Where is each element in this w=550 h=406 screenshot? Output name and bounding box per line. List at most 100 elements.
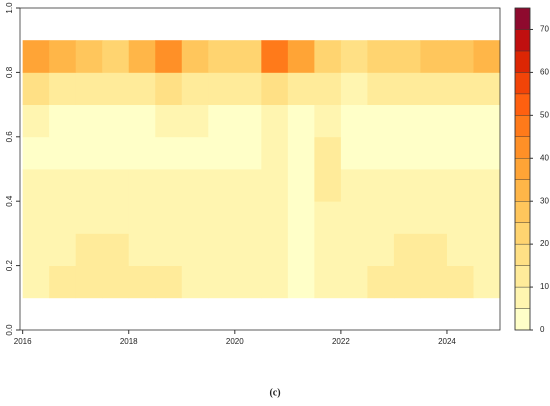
- heat-cell: [446, 136, 474, 170]
- heat-cell: [287, 201, 315, 234]
- heat-cell: [22, 136, 50, 170]
- heat-cell: [102, 136, 130, 170]
- heat-cell: [181, 136, 209, 170]
- x-tick-label: 2024: [438, 337, 456, 346]
- heat-cell: [393, 169, 421, 202]
- heat-cell: [128, 265, 156, 299]
- heat-cell: [314, 233, 342, 266]
- heat-cell: [128, 233, 156, 266]
- heat-cell: [128, 40, 156, 73]
- heat-cell: [367, 201, 395, 234]
- colorbar-segment: [514, 93, 531, 116]
- heat-cell: [367, 265, 395, 299]
- heat-cell: [340, 40, 368, 73]
- heat-cell: [208, 104, 236, 138]
- colorbar-segment: [514, 222, 531, 245]
- heat-cell: [340, 201, 368, 234]
- colorbar-segment: [514, 286, 531, 309]
- heat-cell: [367, 104, 395, 138]
- heat-cell: [155, 136, 183, 170]
- heat-cell: [234, 40, 262, 73]
- heat-cell: [420, 265, 448, 299]
- colorbar-tick-label: 30: [540, 196, 549, 205]
- heat-cell: [155, 72, 183, 105]
- heat-cell: [49, 265, 77, 299]
- colorbar-segment: [514, 308, 531, 331]
- heat-cell: [314, 72, 342, 105]
- heat-cell: [314, 201, 342, 234]
- heat-cell: [208, 72, 236, 105]
- heat-cell: [393, 265, 421, 299]
- heat-cell: [75, 72, 103, 105]
- heat-cell: [446, 169, 474, 202]
- heat-cell: [393, 136, 421, 170]
- heat-cell: [473, 233, 501, 266]
- heat-cell: [287, 40, 315, 73]
- heat-cell: [287, 233, 315, 266]
- heat-cell: [287, 72, 315, 105]
- colorbar-segment: [514, 7, 531, 30]
- heat-cell: [181, 233, 209, 266]
- heat-cell: [420, 169, 448, 202]
- colorbar-segment: [514, 243, 531, 266]
- heat-cell: [49, 201, 77, 234]
- y-tick-label: 0.6: [5, 131, 14, 143]
- heat-cell: [287, 265, 315, 299]
- heat-cell: [155, 169, 183, 202]
- colorbar-tick-label: 50: [540, 110, 549, 119]
- heat-cell: [22, 72, 50, 105]
- colorbar-frame: [514, 7, 531, 331]
- heat-cell: [261, 40, 289, 73]
- heat-cell: [420, 136, 448, 170]
- y-tick-label: 1.0: [5, 2, 14, 14]
- heat-cell: [261, 104, 289, 138]
- heat-cell: [75, 265, 103, 299]
- heat-cell: [181, 40, 209, 73]
- heat-cell: [393, 233, 421, 266]
- heat-cell: [128, 136, 156, 170]
- heat-cell: [446, 40, 474, 73]
- heat-cell: [473, 169, 501, 202]
- heat-cell: [181, 169, 209, 202]
- heat-cell: [181, 72, 209, 105]
- colorbar-tick-label: 60: [540, 68, 549, 77]
- heat-cell: [473, 72, 501, 105]
- heat-cell: [49, 72, 77, 105]
- heat-cell: [208, 136, 236, 170]
- heat-cell: [314, 136, 342, 170]
- heat-cell: [181, 104, 209, 138]
- heat-cell: [340, 169, 368, 202]
- heat-cell: [208, 169, 236, 202]
- colorbar-segment: [514, 179, 531, 202]
- heat-cell: [208, 233, 236, 266]
- heat-cell: [181, 265, 209, 299]
- heat-cell: [234, 265, 262, 299]
- heat-cell: [473, 201, 501, 234]
- heat-cell: [102, 169, 130, 202]
- heat-cell: [261, 72, 289, 105]
- heat-cell: [367, 40, 395, 73]
- heat-cell: [340, 104, 368, 138]
- heat-cell: [420, 104, 448, 138]
- heat-cell: [102, 201, 130, 234]
- heat-cell: [234, 233, 262, 266]
- caption: (c): [269, 387, 280, 398]
- heat-cell: [128, 72, 156, 105]
- heat-cell: [287, 169, 315, 202]
- heat-cell: [314, 104, 342, 138]
- colorbar-segment: [514, 50, 531, 73]
- heat-cell: [102, 265, 130, 299]
- heat-cell: [420, 233, 448, 266]
- heat-cell: [446, 201, 474, 234]
- heat-cell: [102, 40, 130, 73]
- heat-cell: [234, 169, 262, 202]
- heat-cell: [367, 169, 395, 202]
- heat-cell: [340, 136, 368, 170]
- x-tick-label: 2022: [332, 337, 350, 346]
- y-tick-label: 0.2: [5, 259, 14, 271]
- heat-cell: [22, 233, 50, 266]
- colorbar-tick-label: 0: [540, 325, 545, 334]
- heat-cell: [22, 40, 50, 73]
- heat-cell: [155, 104, 183, 138]
- heat-cell: [22, 104, 50, 138]
